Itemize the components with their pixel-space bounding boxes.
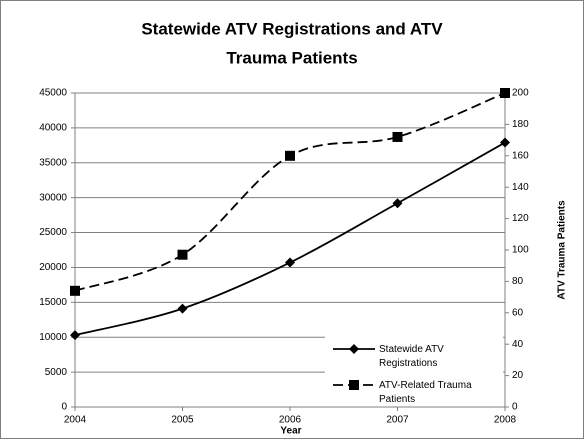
y-tick-label: 5000: [45, 367, 68, 378]
y-tick-label: 40000: [39, 123, 67, 134]
y-tick-label: 15000: [39, 297, 67, 308]
y2-tick-label: 160: [512, 150, 529, 161]
y-tick-label: 30000: [39, 192, 67, 203]
y-tick-label: 45000: [39, 88, 67, 99]
x-tick-label: 2006: [279, 415, 302, 426]
y2-tick-label: 180: [512, 119, 529, 130]
legend-label: ATV-Related Trauma Patients: [379, 380, 472, 405]
x-tick-label: 2004: [64, 415, 87, 426]
marker: [392, 198, 403, 209]
y2-axis-label: ATV Trauma Patients: [557, 200, 568, 300]
legend-marker: [349, 344, 359, 354]
y2-tick-label: 200: [512, 88, 529, 99]
marker: [177, 249, 188, 260]
marker: [177, 303, 188, 314]
y-tick-label: 25000: [39, 227, 67, 238]
x-tick-label: 2008: [494, 415, 517, 426]
y-tick-label: 20000: [39, 262, 67, 273]
marker: [285, 150, 295, 161]
y2-tick-label: 0: [512, 402, 518, 413]
marker: [500, 137, 510, 148]
y-tick-label: 0: [61, 402, 67, 413]
marker: [70, 330, 80, 341]
legend-marker: [349, 380, 359, 390]
x-tick-label: 2005: [171, 415, 194, 426]
marker: [500, 88, 510, 98]
x-axis-label: Year: [280, 426, 301, 437]
y-tick-label: 10000: [39, 332, 67, 343]
y2-tick-label: 100: [512, 245, 529, 256]
chart-title: Trauma Patients: [226, 48, 357, 67]
legend-label: Statewide ATV Registrations: [379, 344, 444, 369]
y2-tick-label: 120: [512, 213, 529, 224]
marker: [285, 257, 295, 268]
y2-tick-label: 40: [512, 339, 524, 350]
marker: [392, 131, 403, 142]
x-tick-label: 2007: [386, 415, 409, 426]
y2-tick-label: 80: [512, 276, 524, 287]
marker: [70, 285, 80, 296]
y2-tick-label: 20: [512, 370, 524, 381]
y2-tick-label: 140: [512, 182, 529, 193]
y-tick-label: 35000: [39, 157, 67, 168]
chart-title: Statewide ATV Registrations and ATV: [141, 19, 443, 38]
y2-tick-label: 60: [512, 307, 524, 318]
